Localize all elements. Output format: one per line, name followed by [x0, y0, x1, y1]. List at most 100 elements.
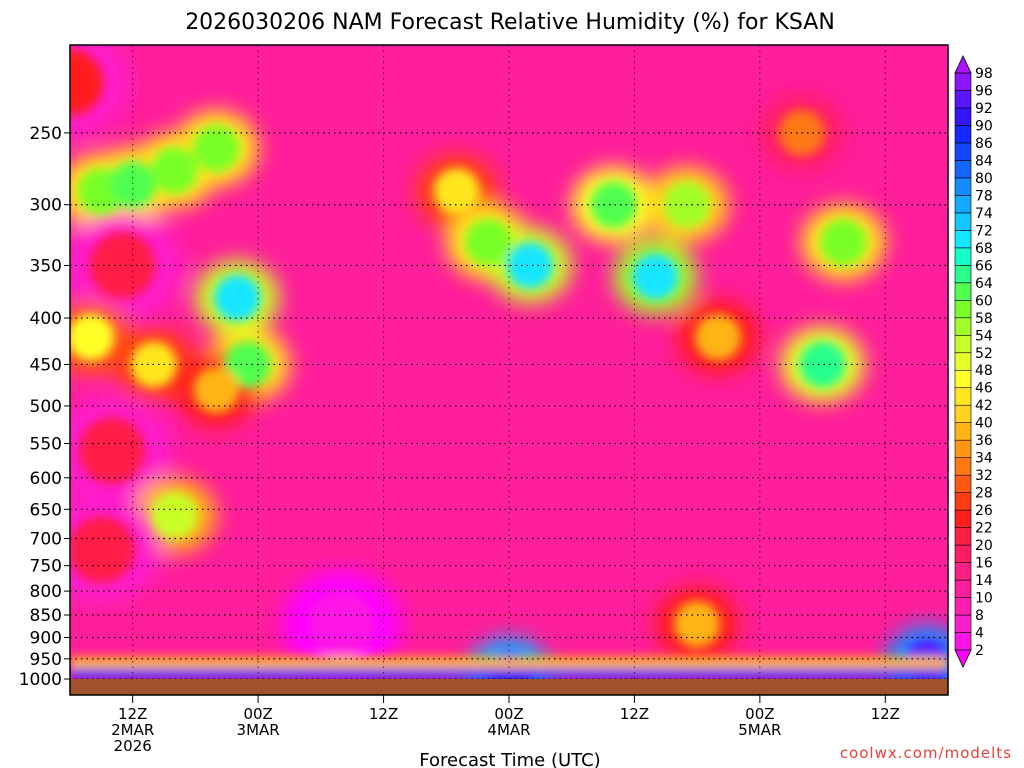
colorbar-box: [954, 265, 972, 284]
colorbar-label: 10: [975, 591, 993, 607]
colorbar-box: [954, 177, 972, 196]
colorbar-label: 2: [975, 643, 984, 659]
colorbar-label: 52: [975, 346, 993, 362]
y-tick-label: 300: [30, 196, 62, 216]
colorbar-label: 42: [975, 398, 993, 414]
colorbar-label: 78: [975, 188, 993, 204]
colorbar-box: [954, 125, 972, 144]
y-tick-label: 500: [30, 397, 62, 417]
colorbar-box: [954, 317, 972, 336]
colorbar-box: [954, 387, 972, 406]
field-core: [193, 366, 240, 413]
y-tick-label: 250: [30, 124, 62, 144]
plot-area: [70, 45, 948, 679]
x-tick-label: 12Z: [620, 705, 649, 723]
field-core: [109, 161, 156, 208]
colorbar-box: [954, 247, 972, 266]
colorbar-label: 72: [975, 223, 993, 239]
colorbar-label: 86: [975, 136, 993, 152]
ground-strip: [70, 679, 948, 695]
colorbar-box: [954, 544, 972, 563]
colorbar-label: 36: [975, 433, 993, 449]
colorbar-label: 48: [975, 363, 993, 379]
y-tick-label: 800: [30, 582, 62, 602]
colorbar-box: [954, 632, 972, 651]
colorbar-box: [954, 352, 972, 371]
colorbar-label: 84: [975, 153, 993, 169]
colorbar-extend-top: [954, 55, 972, 74]
y-tick-label: 450: [30, 355, 62, 375]
colorbar-label: 16: [975, 556, 993, 572]
field-core: [89, 232, 156, 299]
colorbar-box: [954, 562, 972, 581]
field-core: [632, 253, 679, 300]
colorbar-label: 58: [975, 311, 993, 327]
colorbar-box: [954, 509, 972, 528]
colorbar-box: [954, 439, 972, 458]
field-core: [70, 49, 103, 116]
field-core: [590, 181, 637, 228]
colorbar-box: [954, 160, 972, 179]
field-core: [433, 168, 480, 215]
colorbar-label: 80: [975, 171, 993, 187]
colorbar-box: [954, 492, 972, 511]
y-tick-label: 600: [30, 469, 62, 489]
colorbar-extend-bottom: [954, 649, 972, 668]
colorbar-label: 74: [975, 206, 993, 222]
x-tick-label: 4MAR: [487, 721, 530, 739]
x-tick-label: 00Z: [243, 705, 272, 723]
x-axis-label: Forecast Time (UTC): [419, 750, 600, 768]
colorbar-label: 20: [975, 538, 993, 554]
y-tick-label: 850: [30, 606, 62, 626]
grid-lines: [70, 45, 948, 679]
y-tick-label: 700: [30, 529, 62, 549]
y-tick-label: 1000: [19, 670, 62, 690]
colorbar-label: 64: [975, 276, 993, 292]
y-tick-label: 550: [30, 434, 62, 454]
x-tick-label: 12Z: [871, 705, 900, 723]
x-tick-label: 2MAR: [111, 721, 154, 739]
x-tick-label: 2026: [114, 737, 152, 755]
x-tick-label: 00Z: [494, 705, 523, 723]
colorbar-box: [954, 614, 972, 633]
field-core: [694, 314, 742, 361]
colorbar-box: [954, 195, 972, 214]
field-core: [674, 601, 721, 648]
field-core: [799, 341, 846, 388]
x-tick-label: 3MAR: [237, 721, 280, 739]
y-tick-label: 350: [30, 256, 62, 276]
colorbar-box: [954, 579, 972, 598]
colorbar-label: 98: [975, 66, 993, 82]
colorbar-label: 32: [975, 468, 993, 484]
colorbar-label: 68: [975, 241, 993, 257]
surface-moist-band: [70, 669, 948, 679]
colorbar-label: 14: [975, 573, 993, 589]
colorbar-box: [954, 72, 972, 91]
colorbar-label: 34: [975, 451, 993, 467]
field-core: [70, 314, 114, 361]
field-core: [214, 274, 261, 321]
colorbar-label: 92: [975, 101, 993, 117]
y-tick-label: 950: [30, 650, 62, 670]
x-tick-label: 5MAR: [738, 721, 781, 739]
field-core: [224, 341, 271, 388]
colorbar-box: [954, 142, 972, 161]
x-tick-label: 00Z: [745, 705, 774, 723]
colorbar-label: 8: [975, 608, 984, 624]
colorbar-label: 54: [975, 328, 993, 344]
colorbar-box: [954, 212, 972, 231]
y-tick-label: 750: [30, 557, 62, 577]
x-tick-label: 12Z: [369, 705, 398, 723]
colorbar-box: [954, 404, 972, 423]
colorbar-box: [954, 422, 972, 441]
field-core: [820, 219, 867, 266]
colorbar-label: 28: [975, 486, 993, 502]
colorbar-box: [954, 300, 972, 319]
field-core: [308, 591, 375, 658]
colorbar-box: [954, 230, 972, 249]
field-core: [464, 219, 512, 266]
colorbar-box: [954, 90, 972, 109]
colorbar-label: 60: [975, 293, 993, 309]
field-core: [151, 147, 198, 194]
